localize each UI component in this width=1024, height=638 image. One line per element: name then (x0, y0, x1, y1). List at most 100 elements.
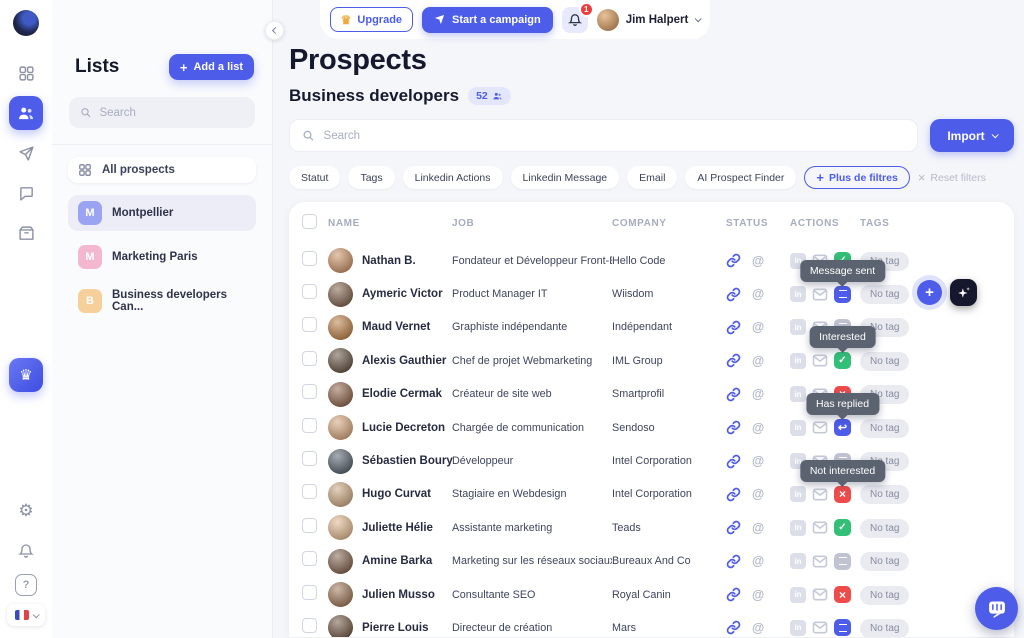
table-row[interactable]: Hugo Curvat Stagiaire en Webdesign Intel… (289, 459, 1014, 511)
linkedin-action-icon[interactable] (790, 319, 806, 336)
row-checkbox[interactable] (302, 484, 317, 500)
tag-chip[interactable]: No tag (860, 418, 910, 438)
start-campaign-button[interactable]: Start a campaign (422, 6, 553, 33)
messages-icon[interactable] (9, 176, 43, 210)
linkedin-link-icon[interactable] (726, 587, 741, 602)
row-checkbox[interactable] (302, 317, 317, 333)
upgrade-crown-icon[interactable] (9, 358, 43, 392)
row-checkbox[interactable] (302, 284, 317, 300)
linkedin-action-icon[interactable] (790, 286, 806, 303)
row-checkbox[interactable] (302, 517, 317, 533)
email-at-icon[interactable] (752, 554, 764, 568)
prospects-icon[interactable] (9, 96, 43, 130)
linkedin-link-icon[interactable] (726, 520, 741, 535)
row-checkbox[interactable] (302, 350, 317, 366)
tag-chip[interactable]: No tag (860, 552, 910, 572)
row-checkbox[interactable] (302, 417, 317, 433)
table-row[interactable]: Pierre Louis Directeur de création Mars … (289, 611, 1014, 637)
table-row[interactable]: Alexis Gauthier Chef de projet Webmarket… (289, 326, 1014, 377)
filter-chip-tags[interactable]: Tags (348, 166, 395, 189)
linkedin-action-icon[interactable] (790, 386, 806, 403)
prospect-search-input[interactable] (323, 129, 905, 142)
filter-chip-linkedin-actions[interactable]: Linkedin Actions (402, 166, 503, 189)
sidebar-list-item[interactable]: M Montpellier (68, 195, 256, 231)
notification-bell[interactable]: 1 (561, 1, 594, 33)
sidebar-item-all-prospects[interactable]: All prospects (68, 157, 256, 183)
email-action-icon[interactable] (812, 354, 828, 367)
row-checkbox[interactable] (302, 617, 317, 633)
email-at-icon[interactable] (752, 454, 764, 468)
table-row[interactable]: Maud Vernet Graphiste indépendante Indép… (289, 311, 1014, 344)
linkedin-link-icon[interactable] (726, 387, 741, 402)
email-action-icon[interactable] (812, 488, 828, 501)
email-action-icon[interactable] (812, 588, 828, 601)
campaigns-icon[interactable] (9, 136, 43, 170)
linkedin-action-icon[interactable] (790, 553, 806, 570)
email-at-icon[interactable] (752, 621, 764, 635)
linkedin-action-icon[interactable] (790, 619, 806, 636)
email-at-icon[interactable] (752, 354, 764, 368)
collapse-sidebar-button[interactable] (265, 21, 284, 40)
sidebar-search[interactable] (69, 97, 255, 128)
tag-chip[interactable]: No tag (860, 285, 910, 305)
email-action-icon[interactable] (812, 421, 828, 434)
linkedin-action-icon[interactable] (790, 586, 806, 603)
table-row[interactable]: Juliette Hélie Assistante marketing Tead… (289, 511, 1014, 544)
linkedin-link-icon[interactable] (726, 287, 741, 302)
prospect-search[interactable] (289, 119, 918, 152)
tag-chip[interactable]: No tag (860, 585, 910, 605)
linkedin-link-icon[interactable] (726, 353, 741, 368)
tag-chip[interactable]: No tag (860, 518, 910, 538)
tag-chip[interactable]: No tag (860, 485, 910, 505)
email-action-icon[interactable] (812, 621, 828, 634)
row-checkbox[interactable] (302, 384, 317, 400)
linkedin-action-icon[interactable] (790, 486, 806, 503)
linkedin-link-icon[interactable] (726, 320, 741, 335)
linkedin-link-icon[interactable] (726, 420, 741, 435)
table-row[interactable]: Julien Musso Consultante SEO Royal Canin… (289, 578, 1014, 611)
row-checkbox[interactable] (302, 451, 317, 467)
add-prospect-button[interactable] (917, 280, 942, 305)
ai-assistant-button[interactable] (950, 279, 977, 306)
email-action-icon[interactable] (812, 288, 828, 301)
upgrade-button[interactable]: Upgrade (329, 7, 414, 32)
message-status-icon[interactable] (834, 619, 851, 637)
message-status-icon[interactable] (834, 586, 851, 604)
table-row[interactable]: Aymeric Victor Product Manager IT Wiisdo… (289, 259, 1014, 310)
message-status-icon[interactable] (834, 519, 851, 537)
email-at-icon[interactable] (752, 421, 764, 435)
tag-chip[interactable]: No tag (860, 618, 910, 637)
linkedin-link-icon[interactable] (726, 487, 741, 502)
email-at-icon[interactable] (752, 254, 764, 268)
help-icon[interactable] (15, 574, 37, 596)
email-at-icon[interactable] (752, 487, 764, 501)
prospect-count-badge[interactable]: 52 (468, 87, 511, 105)
select-all-checkbox[interactable] (302, 214, 317, 229)
inbox-icon[interactable] (9, 216, 43, 250)
settings-icon[interactable] (9, 494, 43, 528)
linkedin-link-icon[interactable] (726, 454, 741, 469)
linkedin-action-icon[interactable] (790, 419, 806, 436)
email-at-icon[interactable] (752, 320, 764, 334)
row-checkbox[interactable] (302, 250, 317, 266)
sidebar-list-item[interactable]: M Marketing Paris (68, 239, 256, 275)
filter-chip-ai-prospect-finder[interactable]: AI Prospect Finder (685, 166, 797, 189)
add-list-button[interactable]: Add a list (168, 54, 254, 80)
reset-filters-button[interactable]: Reset filters (918, 171, 985, 185)
email-at-icon[interactable] (752, 521, 764, 535)
filter-chip-email[interactable]: Email (627, 166, 678, 189)
table-row[interactable]: Nathan B. Fondateur et Développeur Front… (289, 244, 1014, 277)
notifications-icon[interactable] (9, 534, 43, 568)
email-at-icon[interactable] (752, 588, 764, 602)
sidebar-search-input[interactable] (99, 106, 244, 119)
table-row[interactable]: Sébastien Boury Développeur Intel Corpor… (289, 444, 1014, 477)
table-row[interactable]: Elodie Cermak Créateur de site web Smart… (289, 378, 1014, 411)
table-row[interactable]: Amine Barka Marketing sur les réseaux so… (289, 545, 1014, 578)
dashboard-icon[interactable] (9, 56, 43, 90)
email-action-icon[interactable] (812, 521, 828, 534)
linkedin-link-icon[interactable] (726, 620, 741, 635)
tag-chip[interactable]: No tag (860, 351, 910, 371)
more-filters-button[interactable]: Plus de filtres (804, 166, 910, 189)
app-logo[interactable] (13, 10, 39, 36)
sidebar-list-item[interactable]: B Business developers Can... (68, 283, 256, 319)
